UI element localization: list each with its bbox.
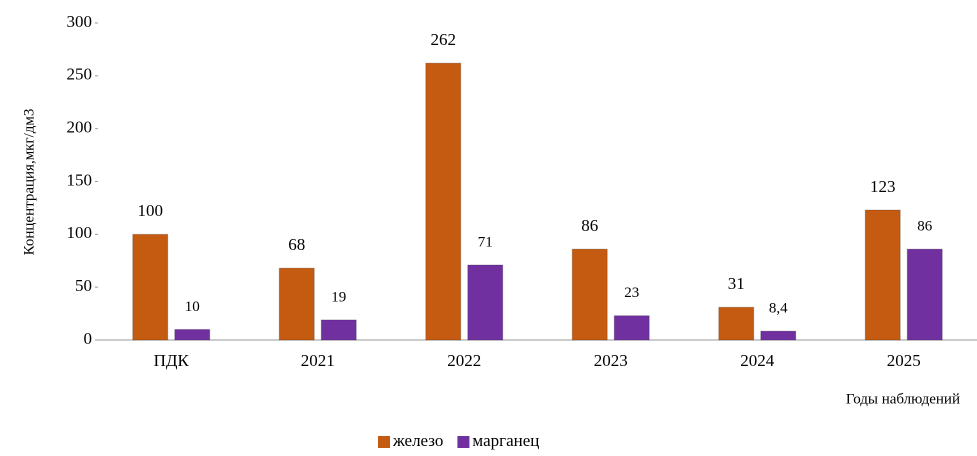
data-label: 262 [431, 30, 457, 49]
bar [906, 248, 943, 341]
x-tick-label: 2022 [447, 351, 481, 370]
x-axis-label: Годы наблюдений [846, 391, 960, 407]
bar [613, 315, 650, 341]
bar [320, 319, 357, 341]
legend-swatch [457, 436, 470, 448]
bar [278, 267, 315, 341]
y-tick-label: 50 [75, 276, 92, 295]
legend-label: марганец [472, 431, 539, 450]
bar [760, 330, 797, 341]
bar [571, 248, 608, 341]
data-label: 123 [870, 177, 896, 196]
data-label: 68 [288, 235, 305, 254]
data-label: 19 [331, 289, 346, 305]
data-label: 31 [728, 274, 745, 293]
data-label: 86 [917, 219, 933, 235]
y-tick-label: 150 [67, 170, 93, 189]
y-axis-label: Концентрация,мкг/дм3 [21, 109, 37, 256]
y-tick-label: 300 [67, 12, 93, 31]
data-label: 8,4 [769, 301, 788, 317]
bar [718, 306, 755, 341]
legend-label: железо [392, 431, 443, 450]
data-label: 23 [624, 285, 639, 301]
x-tick-label: 2024 [740, 351, 775, 370]
data-label: 10 [185, 299, 200, 315]
x-tick-label: 2025 [887, 351, 921, 370]
y-tick-label: 100 [67, 223, 93, 242]
data-label: 71 [478, 234, 493, 250]
data-label: 100 [138, 201, 164, 220]
data-label: 86 [581, 216, 598, 235]
x-tick-label: ПДК [154, 351, 190, 370]
y-tick-label: 250 [67, 65, 93, 84]
bar [425, 62, 462, 341]
bar [132, 233, 169, 341]
y-tick-label: 0 [84, 329, 93, 348]
x-tick-label: 2023 [594, 351, 628, 370]
y-tick-label: 200 [67, 118, 93, 137]
legend-swatch [378, 436, 390, 448]
bar [467, 264, 504, 341]
bar [864, 209, 901, 341]
x-tick-label: 2021 [301, 351, 335, 370]
bar [174, 328, 211, 341]
